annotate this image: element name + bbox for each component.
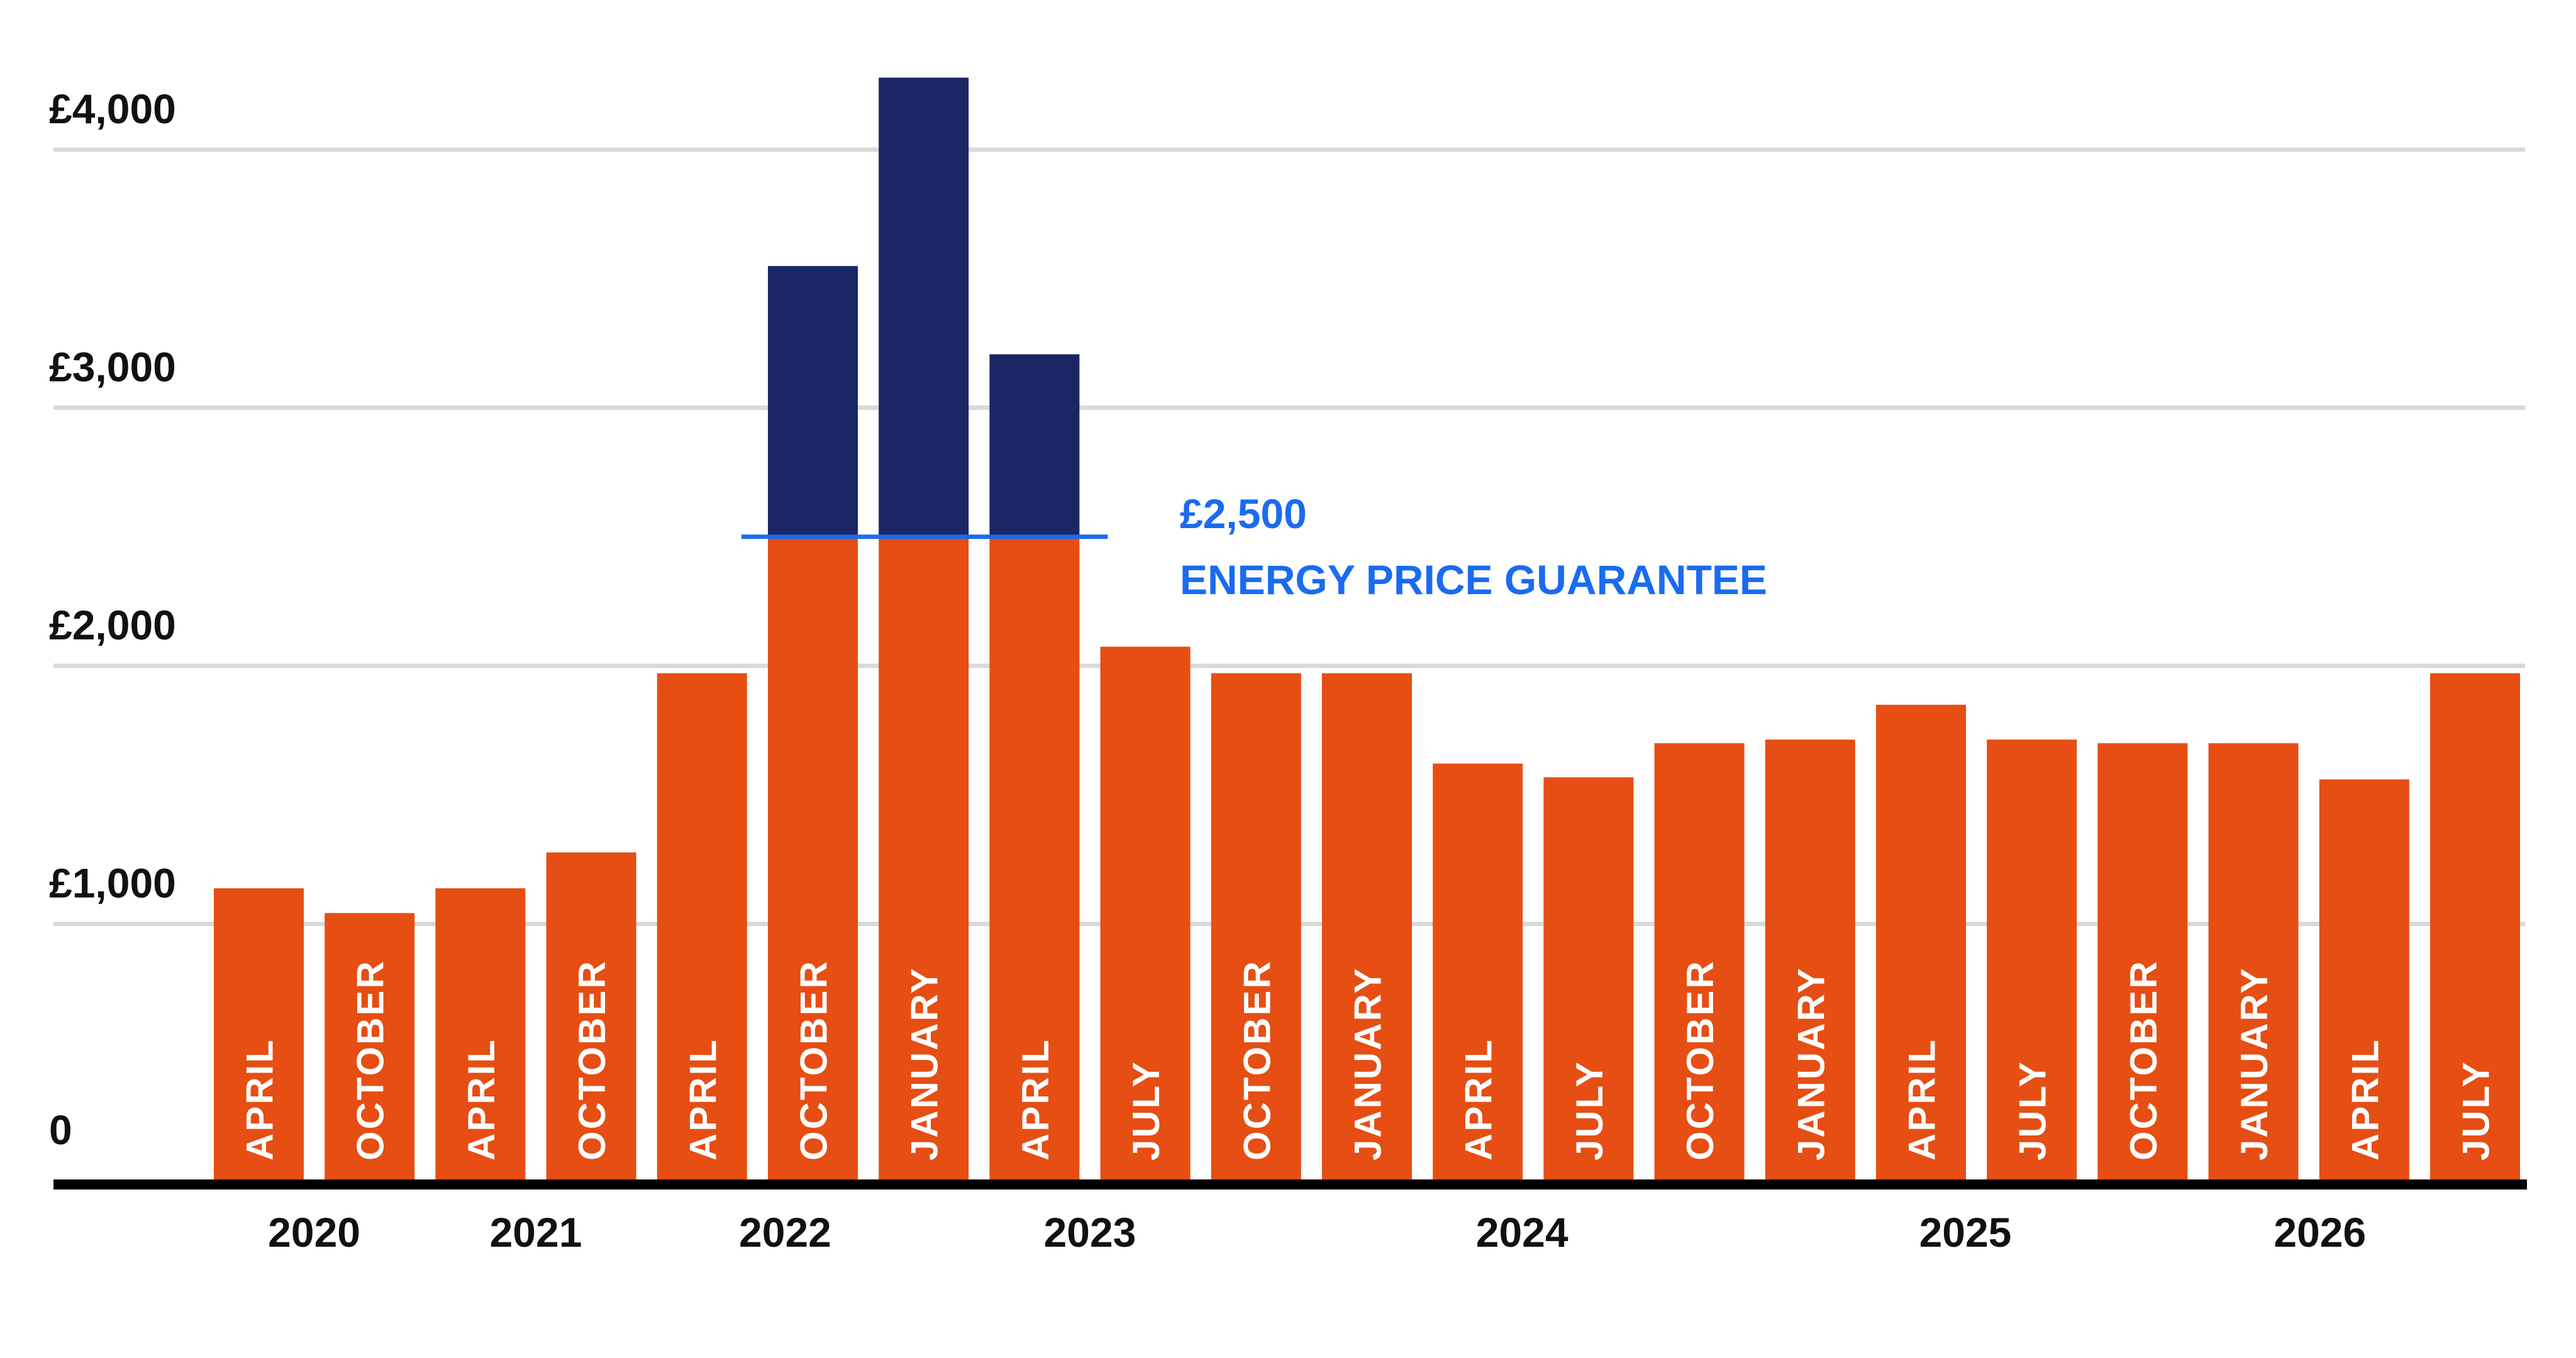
bar-base xyxy=(2430,673,2520,1182)
year-label: 2021 xyxy=(490,1209,582,1256)
bar-month-label: JULY xyxy=(1125,1060,1167,1161)
bar-base xyxy=(989,536,1080,1182)
bar-month-label: APRIL xyxy=(2344,1038,2386,1161)
bar-month-label: JULY xyxy=(2012,1060,2054,1161)
y-tick-label: £1,000 xyxy=(49,860,176,907)
y-tick-label: £4,000 xyxy=(49,86,176,132)
year-label: 2022 xyxy=(739,1209,831,1256)
bar-base xyxy=(879,536,969,1182)
year-label: 2020 xyxy=(268,1209,360,1256)
bar-base xyxy=(1987,739,2077,1182)
y-axis-tick-labels: 0 £1,000 £2,000 £3,000 £4,000 xyxy=(49,86,176,1153)
bar-base xyxy=(768,536,858,1182)
bar-month-label: APRIL xyxy=(1014,1038,1057,1161)
bar-base xyxy=(1765,739,1855,1182)
guarantee-value-label: £2,500 xyxy=(1180,490,1307,537)
year-label: 2024 xyxy=(1476,1209,1568,1256)
bar-month-label: APRIL xyxy=(1901,1038,1943,1161)
bar-month-label: JANUARY xyxy=(2233,966,2275,1161)
bar-base xyxy=(2097,743,2188,1182)
bar-base xyxy=(657,673,747,1182)
bar-base xyxy=(546,852,636,1182)
y-tick-label: £3,000 xyxy=(49,344,176,390)
bar-base xyxy=(325,913,415,1182)
bar-month-label: OCTOBER xyxy=(571,959,613,1161)
bar-above-guarantee xyxy=(879,77,969,537)
bar-month-label: JANUARY xyxy=(1790,966,1832,1161)
bar-base xyxy=(1433,763,1523,1182)
bar-above-guarantee xyxy=(989,354,1080,537)
bar-month-label: APRIL xyxy=(239,1038,281,1161)
bar-month-label: OCTOBER xyxy=(1236,959,1278,1161)
bar-base xyxy=(1543,777,1634,1182)
y-tick-label: 0 xyxy=(49,1107,72,1153)
bar-base xyxy=(1211,673,1301,1182)
bar-base xyxy=(1876,704,1966,1182)
bar-base xyxy=(214,888,304,1182)
bar-month-label: OCTOBER xyxy=(2123,959,2165,1161)
year-label: 2025 xyxy=(1919,1209,2012,1256)
bar-month-label: APRIL xyxy=(1458,1038,1500,1161)
year-labels: 2020 2021 2022 2023 2024 2025 2026 xyxy=(268,1209,2366,1256)
bar-month-label: OCTOBER xyxy=(793,959,835,1161)
bar-base xyxy=(2319,779,2409,1182)
bar-month-label: OCTOBER xyxy=(1679,959,1721,1161)
bar-base xyxy=(435,888,526,1182)
bar-month-label: JANUARY xyxy=(1347,966,1389,1161)
bar-month-label: JANUARY xyxy=(904,966,946,1161)
bar-base xyxy=(1654,743,1745,1182)
bar-month-label: JULY xyxy=(2455,1060,2497,1161)
bar-base xyxy=(1100,646,1191,1182)
bar-base xyxy=(2208,743,2299,1182)
bar-month-label: JULY xyxy=(1568,1060,1611,1161)
bar-month-label: APRIL xyxy=(682,1038,724,1161)
bars: APRIL OCTOBER APRIL OCTOBER APRIL OCTOBER JANU… xyxy=(214,77,2520,1182)
bar-month-label: APRIL xyxy=(460,1038,502,1161)
year-label: 2023 xyxy=(1044,1209,1136,1256)
bar-month-label: OCTOBER xyxy=(350,959,392,1161)
bar-above-guarantee xyxy=(768,266,858,537)
year-label: 2026 xyxy=(2273,1209,2366,1256)
guarantee-text-label: ENERGY PRICE GUARANTEE xyxy=(1180,556,1767,603)
bar-base xyxy=(1322,673,1412,1182)
energy-price-guarantee: £2,500 ENERGY PRICE GUARANTEE xyxy=(741,490,1767,603)
y-tick-label: £2,000 xyxy=(49,602,176,648)
